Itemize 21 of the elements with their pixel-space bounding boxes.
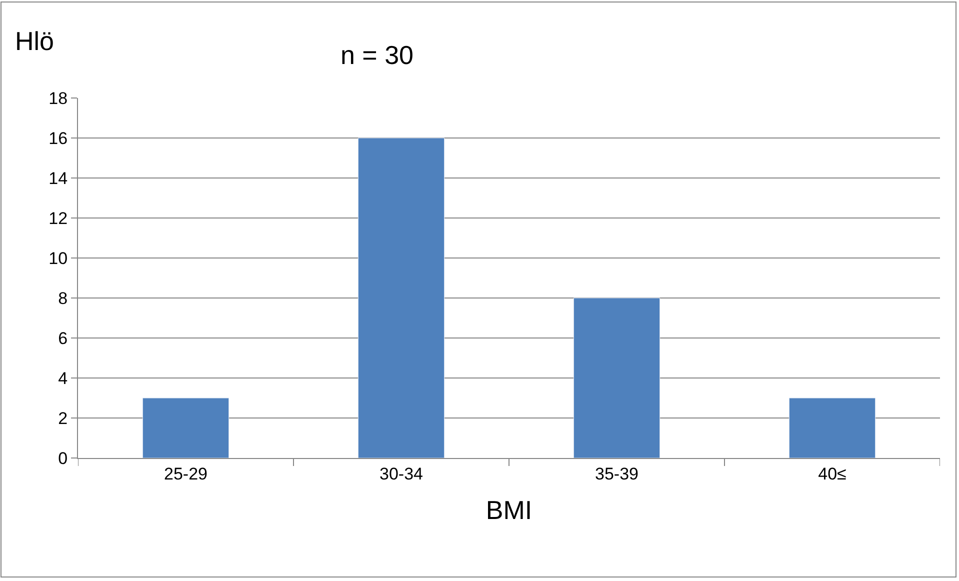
y-tick-label: 2	[58, 408, 68, 428]
y-tick-label: 12	[48, 208, 68, 228]
x-tick-label: 35-39	[595, 464, 638, 484]
x-axis-title: BMI	[486, 495, 532, 526]
bar	[788, 398, 876, 458]
chart-title: n = 30	[340, 40, 414, 70]
y-tick-label: 16	[48, 128, 68, 148]
y-tick-label: 18	[48, 88, 68, 108]
bar	[358, 138, 445, 458]
y-tick-label: 14	[48, 168, 68, 188]
x-tick-label: 25-29	[164, 464, 208, 484]
y-axis-title: Hlö	[15, 26, 54, 56]
x-tick-label: 30-34	[380, 464, 423, 484]
y-tick-label: 10	[48, 248, 68, 268]
x-tick-label: 40≤	[818, 464, 846, 484]
y-tick-label: 6	[58, 328, 68, 348]
bar	[142, 398, 230, 458]
y-tick-label: 0	[58, 448, 68, 468]
bar	[573, 298, 660, 458]
y-tick-label: 4	[58, 368, 68, 388]
y-tick-label: 8	[58, 288, 68, 308]
